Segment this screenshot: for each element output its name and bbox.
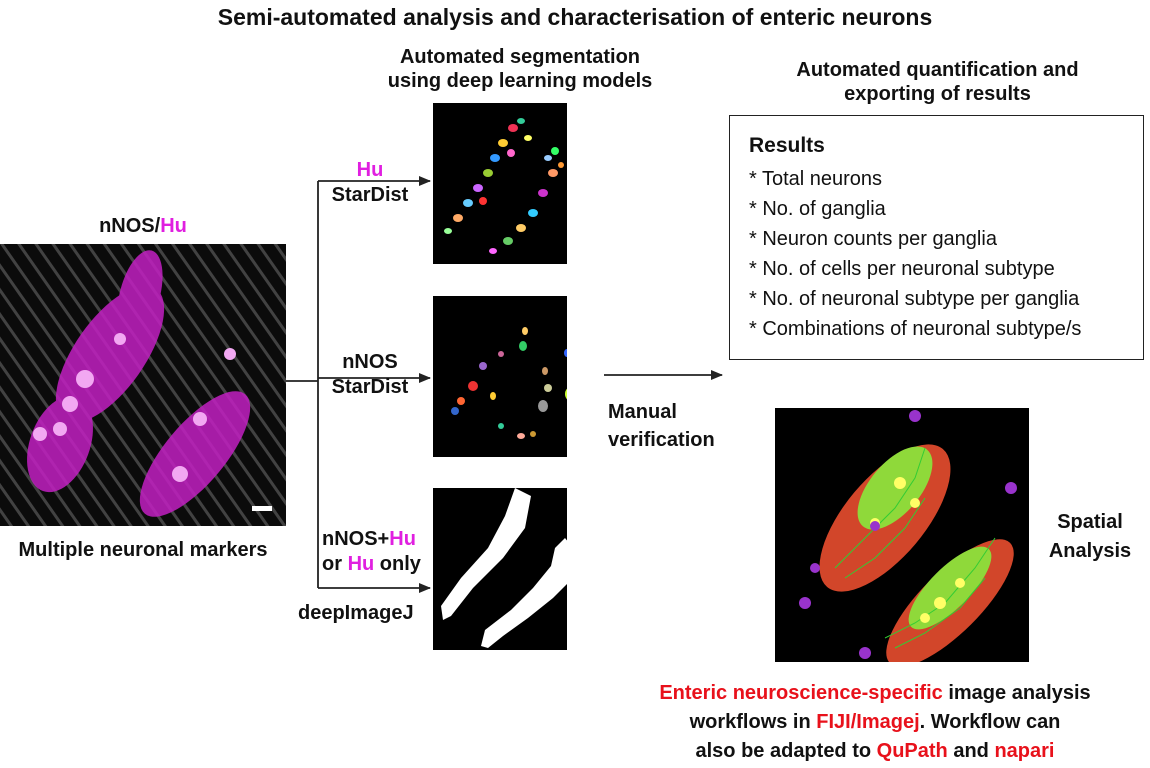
input-label-highlight: Hu: [160, 215, 187, 237]
footer-note: Enteric neuroscience-specific image anal…: [600, 679, 1150, 766]
verification-line2: verification: [608, 429, 715, 451]
branch2-marker: nNOS: [342, 351, 398, 373]
branch3-marker-b: Hu: [389, 528, 416, 550]
segmentation-header-line2: using deep learning models: [387, 70, 653, 92]
microscopy-art: [0, 244, 286, 526]
branch3-only: only: [379, 553, 421, 575]
footer-part2-red: FIJI/Imagej: [816, 711, 920, 733]
spatial-network-art: [799, 410, 1017, 662]
footer-part1-black: image analysis: [942, 682, 1091, 704]
segmentation-header: Automated segmentation using deep learni…: [350, 45, 690, 93]
spatial-line1: Spatial: [1057, 511, 1123, 533]
input-caption: Multiple neuronal markers: [18, 539, 268, 561]
footer-part3-red1: QuPath: [876, 740, 948, 762]
branch1-marker: Hu: [356, 159, 384, 181]
quantification-header-line2: exporting of results: [844, 83, 1031, 105]
branch3-tool: deepImageJ: [298, 602, 414, 624]
results-title: Results: [749, 134, 825, 157]
stardist-hu-segmentation: [433, 103, 567, 264]
results-item: * No. of neuronal subtype per ganglia: [749, 288, 1080, 310]
nnos-label-map: [451, 327, 567, 439]
quantification-header-line1: Automated quantification and: [796, 59, 1079, 81]
ganglia-mask-art: [441, 488, 567, 648]
branch2-label: nNOS StarDist: [320, 350, 420, 400]
spatial-analysis-label: Spatial Analysis: [1030, 508, 1150, 566]
deepimagej-ganglia-mask: [433, 488, 567, 650]
hu-label-map: [444, 118, 564, 254]
verification-line1: Manual: [608, 401, 677, 423]
branch3-marker-c: Hu: [347, 553, 375, 575]
footer-part1-red: Enteric neuroscience-specific: [659, 682, 943, 704]
results-item: * Total neurons: [749, 168, 883, 190]
quantification-header: Automated quantification and exporting o…: [740, 58, 1135, 106]
results-box: Results * Total neurons * No. of ganglia…: [729, 115, 1144, 360]
input-microscopy-image: [0, 244, 286, 526]
footer-part3-black: also be adapted to: [695, 740, 877, 762]
branch1-label: Hu StarDist: [320, 158, 420, 208]
footer-part2-black-end: . Workflow can: [919, 711, 1061, 733]
figure-title: Semi-automated analysis and characterisa…: [217, 4, 933, 30]
footer-part2-black: workflows in: [689, 711, 817, 733]
branch3-marker-a: nNOS+: [322, 528, 390, 550]
stardist-nnos-segmentation: [433, 296, 567, 457]
results-item: * Combinations of neuronal subtype/s: [749, 318, 1082, 340]
spatial-analysis-image: [775, 408, 1029, 662]
footer-part3-black-mid: and: [947, 740, 995, 762]
results-item: * No. of cells per neuronal subtype: [749, 258, 1055, 280]
footer-part3-red2: napari: [994, 740, 1055, 762]
results-item: * Neuron counts per ganglia: [749, 228, 997, 250]
spatial-line2: Analysis: [1048, 540, 1132, 562]
branch3-markers: nNOS+Hu or Hu only: [322, 527, 421, 577]
results-item: * No. of ganglia: [749, 198, 886, 220]
input-label-prefix: nNOS/: [99, 215, 161, 237]
segmentation-header-line1: Automated segmentation: [399, 46, 641, 68]
branch3-or: or: [322, 553, 342, 575]
manual-verification-label: Manual verification: [608, 398, 715, 454]
branch2-tool: StarDist: [331, 376, 409, 398]
branch1-tool: StarDist: [331, 184, 409, 206]
input-image-label: nNOS/Hu: [0, 214, 286, 239]
results-list: * Total neurons * No. of ganglia * Neuro…: [749, 164, 1081, 344]
